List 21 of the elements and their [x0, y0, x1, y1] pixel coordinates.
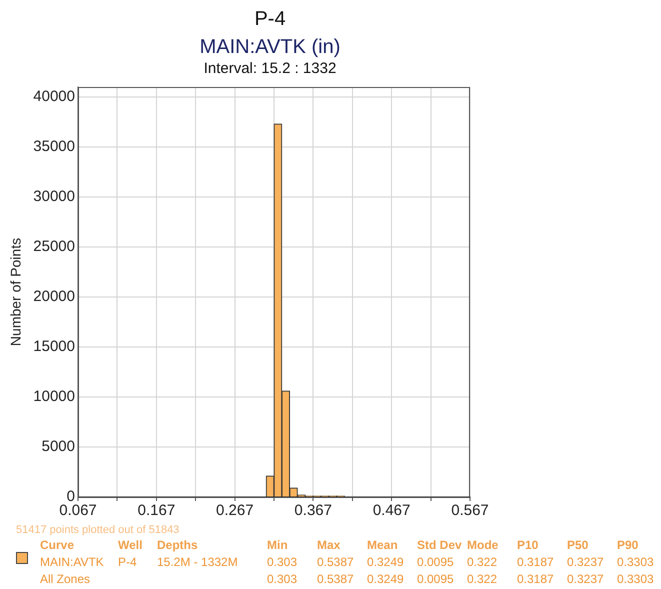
- y-tick-label: 30000: [33, 188, 75, 206]
- y-tick-label: 20000: [33, 288, 75, 306]
- y-tick-label: 40000: [33, 88, 75, 106]
- y-tick-label: 25000: [33, 238, 75, 256]
- text: 51417 points plotted out of 51843: [16, 524, 180, 536]
- chart-title: P-4: [253, 8, 287, 30]
- y-tick-label: 15000: [33, 338, 75, 356]
- text: Curve Well Depths Min Max Mean Std Dev Mode P10 P50 P90: [40, 538, 638, 552]
- text: All Zones 0.303 0.5387 0.3249 0.0095 0.322 0.3187 0.3237 0.3303: [40, 572, 654, 586]
- x-tick-label: 0.467: [372, 502, 410, 520]
- y-tick-label: 10000: [33, 388, 75, 406]
- text: MAIN:AVTK P-4 15.2M - 1332M 0.303 0.5387 0.3249 0.0095 0.322 0.3187 0.3237 0.3303: [40, 555, 654, 569]
- x-tick-label: 0.167: [138, 502, 176, 520]
- chart-subtitle: MAIN:AVTK (in): [198, 36, 342, 58]
- x-tick-label: 0.267: [216, 502, 254, 520]
- y-tick-label: 35000: [33, 138, 75, 156]
- y-axis-title: Number of Points: [7, 238, 24, 346]
- text: Interval: 15.2 : 1332: [202, 60, 338, 77]
- x-tick-label: 0.567: [451, 502, 489, 520]
- y-tick-label: 5000: [42, 438, 75, 456]
- x-tick-label: 0.367: [294, 502, 332, 520]
